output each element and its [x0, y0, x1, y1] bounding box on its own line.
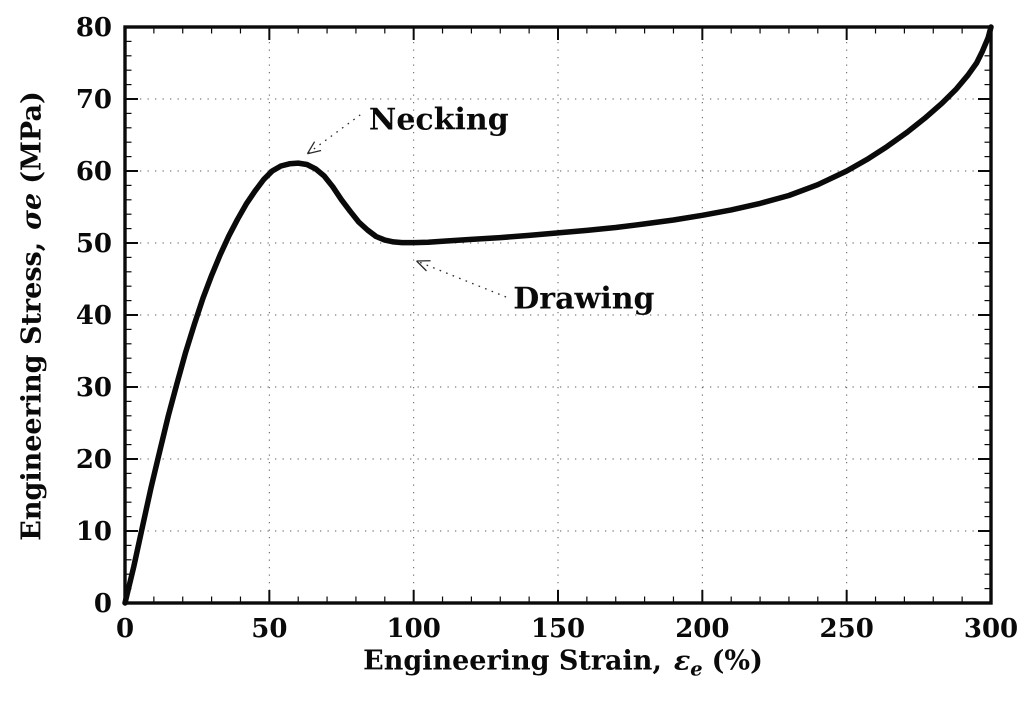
y-tick-label: 20 [76, 445, 112, 475]
y-tick-label: 60 [76, 157, 112, 187]
y-tick-label: 70 [76, 85, 112, 115]
annotation-arrowhead [307, 149, 322, 155]
annotation-arrowhead [416, 260, 427, 272]
x-tick-label: 200 [675, 614, 729, 644]
y-tick-label: 50 [76, 229, 112, 259]
x-tick-label: 50 [251, 614, 287, 644]
data-curve [122, 24, 994, 606]
annotation-drawing: Drawing [513, 281, 655, 317]
annotation-arrow-line [307, 114, 361, 155]
x-axis-unit: (%) [711, 645, 763, 677]
x-tick-label: 100 [387, 614, 441, 644]
epsilon-symbol: ε [673, 645, 691, 677]
x-tick-label: 150 [531, 614, 585, 644]
x-tick-label: 300 [964, 614, 1018, 644]
x-tick-label: 250 [820, 614, 874, 644]
sigma-symbol: σe [16, 192, 48, 230]
y-tick-label: 80 [76, 13, 112, 43]
x-axis-title: Engineering Strain, εe (%) [363, 645, 763, 680]
plot-frame [123, 25, 993, 605]
x-tick-label: 0 [116, 614, 134, 644]
y-tick-label: 40 [76, 301, 112, 331]
epsilon-subscript: e [690, 657, 703, 681]
y-axis-unit: (MPa) [16, 91, 48, 184]
y-axis-title: Engineering Stress, σe (MPa) [17, 91, 48, 541]
x-axis-title-text: Engineering Strain, [363, 645, 662, 677]
annotation-necking: Necking [368, 102, 509, 138]
y-tick-label: 30 [76, 373, 112, 403]
y-tick-label: 0 [94, 589, 112, 619]
annotation-arrow-line [416, 260, 507, 298]
y-axis-title-text: Engineering Stress, [16, 241, 48, 541]
annotation-arrowhead [306, 141, 316, 155]
y-tick-label: 10 [76, 517, 112, 547]
